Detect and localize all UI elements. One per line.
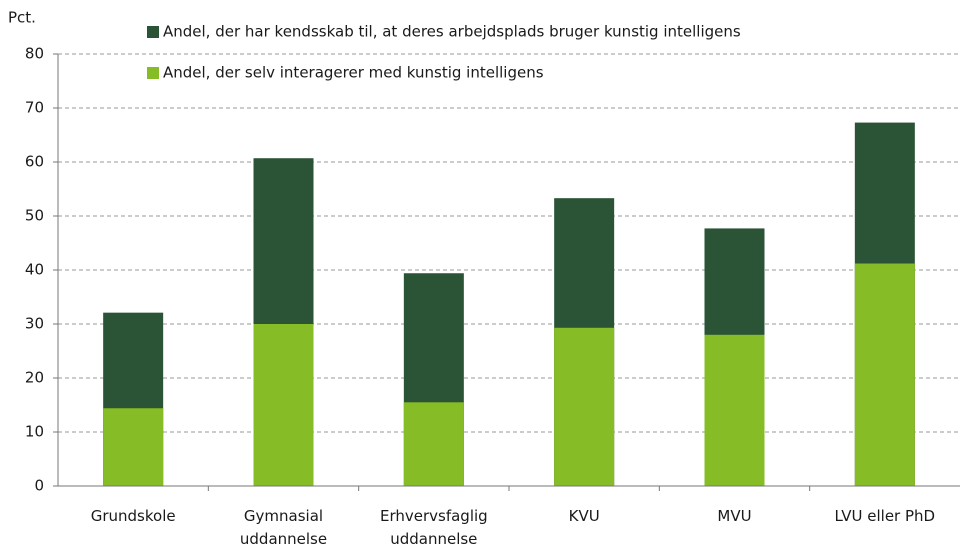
x-tick-label: Grundskole <box>91 507 176 525</box>
bar <box>103 408 164 486</box>
bar <box>854 263 915 486</box>
y-axis-label: Pct. <box>8 9 36 27</box>
legend-label: Andel, der har kendsskab til, at deres a… <box>163 23 741 41</box>
bar <box>403 402 464 486</box>
legend-label: Andel, der selv interagerer med kunstig … <box>163 64 544 82</box>
y-tick-label: 50 <box>25 207 44 225</box>
x-tick-label: LVU eller PhD <box>835 507 936 525</box>
legend-swatch <box>147 67 159 79</box>
x-tick-label: Gymnasial uddannelse <box>240 507 327 548</box>
x-tick-label: Erhvervsfaglig uddannelse <box>380 507 488 548</box>
bar <box>253 324 314 486</box>
legend-swatch <box>147 26 159 38</box>
y-tick-label: 70 <box>25 99 44 117</box>
y-tick-label: 30 <box>25 315 44 333</box>
y-tick-label: 60 <box>25 153 44 171</box>
x-tick-label: MVU <box>717 507 751 525</box>
y-tick-label: 20 <box>25 369 44 387</box>
y-tick-label: 40 <box>25 261 44 279</box>
bar <box>554 327 615 486</box>
bar <box>704 334 765 486</box>
y-tick-label: 80 <box>25 45 44 63</box>
y-tick-label: 10 <box>25 423 44 441</box>
x-tick-label: KVU <box>569 507 600 525</box>
y-tick-label: 0 <box>34 477 44 495</box>
